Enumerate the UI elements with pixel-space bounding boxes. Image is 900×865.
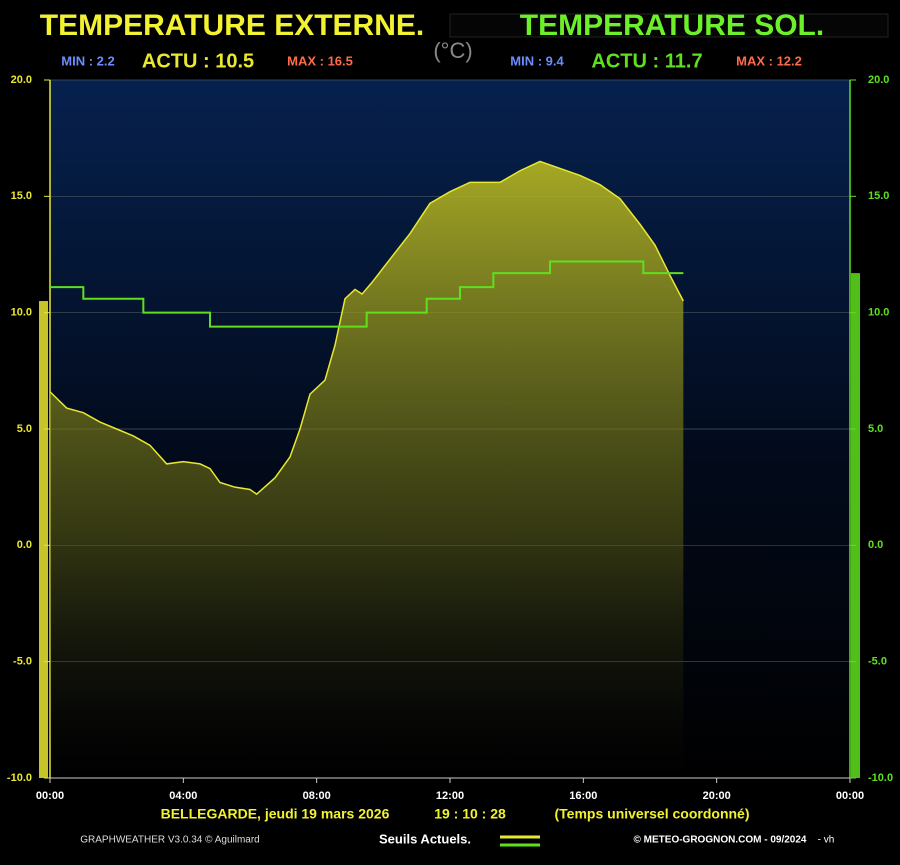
y2-tick-label: 5.0 [868, 423, 883, 435]
y-tick-label: 5.0 [17, 423, 32, 435]
x-tick-label: 00:00 [36, 790, 64, 802]
y2-tick-label: 0.0 [868, 539, 883, 551]
stat: MAX : 16.5 [287, 53, 353, 68]
y2-tick-label: -10.0 [868, 772, 893, 784]
x-tick-label: 04:00 [169, 790, 197, 802]
stat: MIN : 9.4 [510, 53, 564, 68]
x-tick-label: 08:00 [303, 790, 331, 802]
y-tick-label: -10.0 [7, 772, 32, 784]
current-bar [39, 301, 48, 778]
station: BELLEGARDE, jeudi 19 mars 2026 [161, 806, 390, 822]
time-note: (Temps universel coordonné) [555, 806, 750, 822]
stat: ACTU : 11.7 [591, 50, 702, 72]
series-line [50, 260, 684, 328]
software: GRAPHWEATHER V3.0.34 © Aguilmard [80, 835, 259, 846]
y-tick-label: 20.0 [11, 74, 32, 86]
stat: ACTU : 10.5 [142, 50, 254, 72]
title-box [449, 13, 889, 38]
area-fill [50, 161, 684, 778]
y2-tick-label: 20.0 [868, 74, 889, 86]
stat: MAX : 12.2 [736, 53, 802, 68]
y2-tick-label: -5.0 [868, 656, 887, 668]
x-tick-label: 12:00 [436, 790, 464, 802]
copyright: © METEO-GROGNON.COM - 09/2024 [634, 835, 807, 846]
stat: MIN : 2.2 [61, 53, 114, 68]
time: 19 : 10 : 28 [434, 806, 506, 822]
series-title: TEMPERATURE SOL. [520, 9, 824, 42]
y-tick-label: 10.0 [11, 307, 32, 319]
x-tick-label: 16:00 [569, 790, 597, 802]
y-tick-label: 0.0 [17, 539, 32, 551]
current-bar [851, 273, 860, 778]
y-tick-label: -5.0 [13, 656, 32, 668]
suffix: - vh [818, 835, 835, 846]
series-title: TEMPERATURE EXTERNE. [40, 9, 424, 42]
unit-label: (°C) [433, 38, 472, 63]
y2-tick-label: 10.0 [868, 307, 889, 319]
y-tick-label: 15.0 [11, 190, 32, 202]
x-tick-label: 20:00 [703, 790, 731, 802]
x-tick-label: 00:00 [836, 790, 864, 802]
legend-title: Seuils Actuels. [379, 831, 471, 846]
y2-tick-label: 15.0 [868, 190, 889, 202]
series-line [49, 160, 684, 496]
